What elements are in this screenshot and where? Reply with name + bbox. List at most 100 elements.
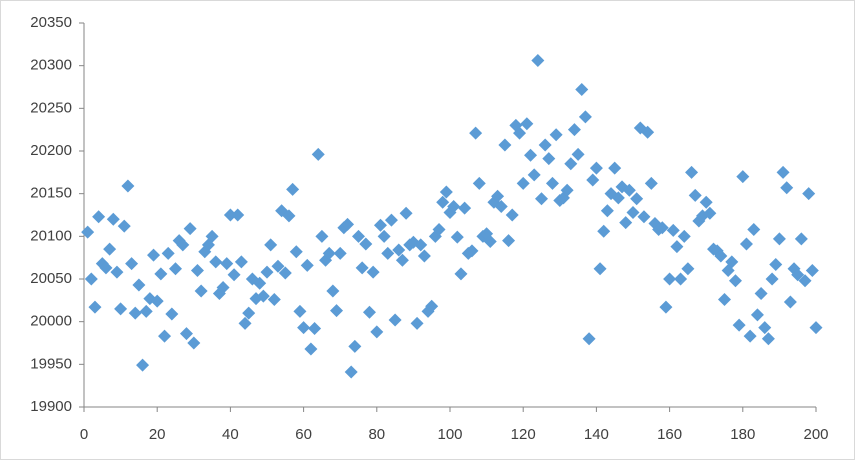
point: [505, 208, 519, 222]
point: [498, 138, 512, 152]
point: [535, 192, 548, 206]
point: [125, 257, 139, 271]
point: [377, 229, 391, 243]
point: [794, 232, 808, 246]
point: [395, 253, 409, 267]
x-tick-label: 80: [368, 426, 385, 443]
point: [370, 325, 384, 339]
point: [725, 255, 739, 269]
point: [666, 223, 680, 237]
point: [736, 170, 750, 184]
point: [308, 321, 322, 335]
y-tick-label: 20150: [30, 185, 72, 202]
point: [582, 332, 596, 346]
point: [516, 176, 530, 190]
point: [564, 157, 578, 171]
point: [761, 332, 775, 346]
point: [234, 255, 248, 269]
point: [802, 187, 816, 201]
point: [414, 238, 428, 252]
point: [315, 229, 329, 243]
point: [282, 209, 296, 223]
point: [527, 168, 541, 182]
x-tick-label: 200: [803, 426, 828, 443]
point: [88, 300, 102, 314]
point: [139, 304, 153, 318]
point: [161, 246, 175, 260]
point: [410, 316, 424, 330]
y-tick-label: 20300: [30, 57, 72, 74]
point: [776, 165, 790, 179]
point: [469, 126, 483, 140]
point: [750, 308, 764, 322]
point: [341, 217, 355, 231]
point: [373, 218, 387, 232]
point: [432, 223, 446, 237]
point: [531, 54, 545, 68]
point: [300, 258, 314, 272]
point: [267, 292, 281, 306]
point: [381, 246, 395, 260]
point: [319, 253, 333, 267]
point: [491, 189, 505, 203]
point: [593, 262, 607, 276]
point: [586, 173, 600, 187]
point: [326, 284, 340, 298]
point: [194, 284, 208, 298]
point: [545, 176, 559, 190]
point: [641, 125, 655, 139]
point: [633, 121, 647, 135]
point: [117, 219, 131, 233]
point: [278, 266, 292, 280]
point: [128, 306, 142, 320]
point: [743, 329, 757, 343]
y-tick-label: 20350: [30, 14, 72, 31]
point: [293, 304, 307, 318]
point: [110, 265, 124, 279]
point: [158, 329, 172, 343]
x-tick-label: 40: [222, 426, 239, 443]
point: [458, 201, 472, 215]
point: [608, 161, 622, 175]
point: [176, 238, 190, 252]
point: [472, 176, 486, 190]
point: [739, 237, 753, 251]
point: [304, 342, 318, 356]
x-tick-label: 20: [149, 426, 166, 443]
point: [81, 225, 95, 239]
point: [542, 152, 556, 166]
point: [805, 263, 819, 277]
point: [674, 272, 688, 286]
point: [538, 138, 552, 152]
point: [150, 294, 164, 308]
y-tick-label: 20200: [30, 142, 72, 159]
x-tick-label: 60: [295, 426, 312, 443]
point: [344, 365, 358, 379]
point: [366, 265, 380, 279]
point: [425, 299, 439, 313]
point: [589, 161, 603, 175]
point: [99, 261, 113, 275]
point: [209, 255, 223, 269]
point: [611, 191, 625, 205]
point: [190, 263, 204, 277]
point: [714, 249, 728, 263]
point: [169, 262, 182, 276]
point: [659, 300, 673, 314]
point: [355, 261, 369, 275]
point: [205, 229, 219, 243]
point: [165, 307, 179, 321]
point: [231, 208, 245, 222]
point: [688, 188, 702, 202]
point: [179, 327, 193, 341]
point: [289, 245, 303, 259]
point: [644, 176, 658, 190]
y-tick-label: 20100: [30, 227, 72, 244]
point: [333, 246, 347, 260]
point: [597, 224, 611, 238]
point: [626, 205, 640, 219]
point: [352, 229, 365, 243]
point: [216, 281, 230, 295]
